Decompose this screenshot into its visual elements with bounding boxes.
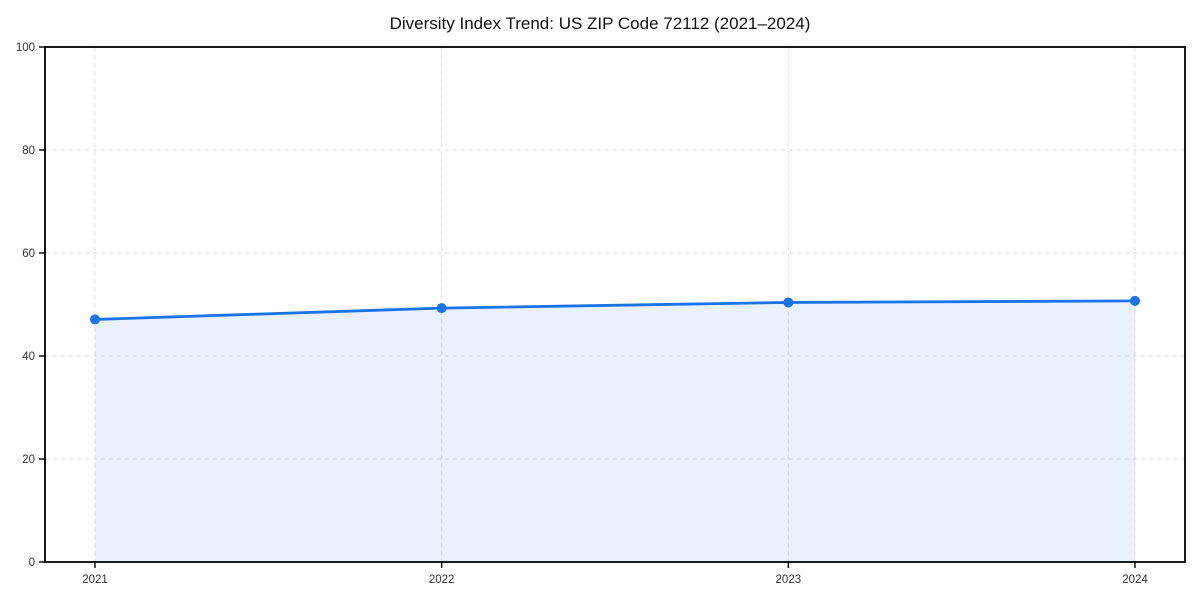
x-axis-tick-label: 2023 — [776, 574, 802, 586]
y-axis-tick-label: 100 — [16, 42, 35, 54]
x-axis-tick-label: 2021 — [82, 574, 108, 586]
y-axis-tick-label: 80 — [22, 145, 35, 157]
y-axis-tick-label: 60 — [22, 248, 35, 260]
x-axis-tick-label: 2022 — [429, 574, 455, 586]
chart-title: Diversity Index Trend: US ZIP Code 72112… — [389, 14, 811, 33]
data-point-marker — [90, 314, 100, 325]
plot-frame — [44, 46, 1186, 563]
y-axis-tick-label: 40 — [22, 351, 35, 363]
y-axis-tick-label: 0 — [29, 557, 35, 569]
data-point-marker — [436, 303, 447, 314]
series-line — [93, 299, 1137, 321]
x-axis-tick-label: 2024 — [1122, 574, 1148, 586]
data-point-marker — [783, 297, 794, 308]
y-axis-tick-label: 20 — [22, 454, 35, 466]
data-point-marker — [1130, 295, 1140, 306]
area-fill — [95, 300, 1135, 562]
